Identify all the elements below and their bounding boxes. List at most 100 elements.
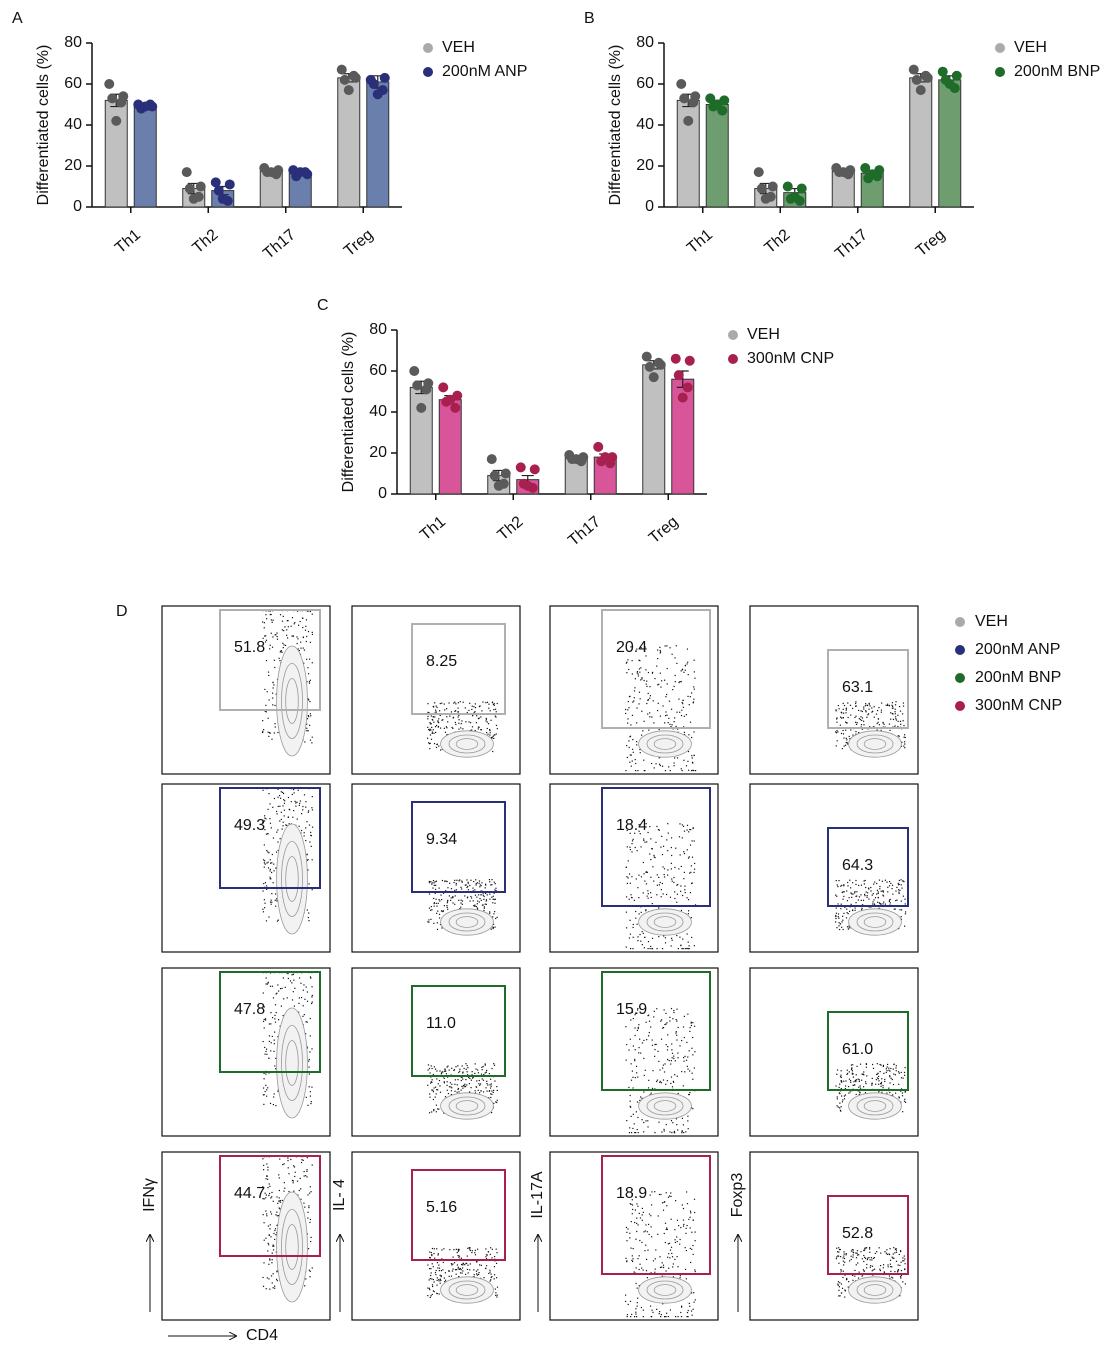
event-dot bbox=[676, 1019, 677, 1020]
event-dot bbox=[634, 900, 635, 901]
event-dot bbox=[427, 1295, 428, 1296]
event-dot bbox=[435, 1274, 436, 1275]
event-dot bbox=[887, 705, 888, 706]
event-dot bbox=[868, 888, 869, 889]
event-dot bbox=[889, 1275, 890, 1276]
event-dot bbox=[660, 1021, 661, 1022]
event-dot bbox=[446, 1073, 447, 1074]
event-dot bbox=[669, 1195, 670, 1196]
event-dot bbox=[662, 883, 663, 884]
event-dot bbox=[855, 880, 856, 881]
event-dot bbox=[267, 809, 268, 810]
event-dot bbox=[687, 948, 688, 949]
event-dot bbox=[840, 1075, 841, 1076]
event-dot bbox=[276, 993, 277, 994]
event-dot bbox=[672, 1256, 673, 1257]
event-dot bbox=[886, 1068, 887, 1069]
event-dot bbox=[490, 1097, 491, 1098]
event-dot bbox=[312, 1001, 313, 1002]
event-dot bbox=[630, 883, 631, 884]
event-dot bbox=[888, 1068, 889, 1069]
event-dot bbox=[835, 1085, 836, 1086]
event-dot bbox=[901, 1072, 902, 1073]
event-dot bbox=[836, 732, 837, 733]
flow-plot: 64.3 bbox=[750, 784, 918, 952]
y-tick-label: 40 bbox=[64, 116, 82, 133]
event-dot bbox=[895, 716, 896, 717]
event-dot bbox=[491, 1277, 492, 1278]
event-dot bbox=[287, 997, 288, 998]
data-point bbox=[225, 179, 235, 189]
event-dot bbox=[629, 937, 630, 938]
event-dot bbox=[479, 1092, 480, 1093]
event-dot bbox=[482, 1069, 483, 1070]
event-dot bbox=[863, 1255, 864, 1256]
event-dot bbox=[445, 1280, 446, 1281]
event-dot bbox=[841, 927, 842, 928]
event-dot bbox=[626, 867, 627, 868]
event-dot bbox=[310, 1241, 311, 1242]
event-dot bbox=[479, 901, 480, 902]
event-dot bbox=[634, 1222, 635, 1223]
event-dot bbox=[449, 1249, 450, 1250]
event-dot bbox=[486, 904, 487, 905]
event-dot bbox=[690, 1248, 691, 1249]
event-dot bbox=[479, 706, 480, 707]
event-dot bbox=[644, 842, 645, 843]
event-dot bbox=[305, 630, 306, 631]
event-dot bbox=[858, 1087, 859, 1088]
event-dot bbox=[308, 1061, 309, 1062]
event-dot bbox=[895, 890, 896, 891]
event-dot bbox=[648, 898, 649, 899]
event-dot bbox=[879, 888, 880, 889]
event-dot bbox=[274, 1288, 275, 1289]
event-dot bbox=[427, 716, 428, 717]
event-dot bbox=[640, 698, 641, 699]
event-dot bbox=[280, 651, 281, 652]
event-dot bbox=[846, 917, 847, 918]
event-dot bbox=[302, 809, 303, 810]
event-dot bbox=[273, 997, 274, 998]
event-dot bbox=[884, 1079, 885, 1080]
event-dot bbox=[268, 793, 269, 794]
event-dot bbox=[444, 703, 445, 704]
event-dot bbox=[694, 1067, 695, 1068]
event-dot bbox=[275, 1068, 276, 1069]
legend-marker bbox=[955, 645, 965, 655]
event-dot bbox=[264, 815, 265, 816]
event-dot bbox=[893, 1084, 894, 1085]
event-dot bbox=[282, 643, 283, 644]
event-dot bbox=[272, 1282, 273, 1283]
event-dot bbox=[272, 647, 273, 648]
event-dot bbox=[889, 901, 890, 902]
event-dot bbox=[666, 894, 667, 895]
event-dot bbox=[661, 1019, 662, 1020]
event-dot bbox=[838, 705, 839, 706]
event-dot bbox=[310, 1018, 311, 1019]
event-dot bbox=[451, 1068, 452, 1069]
event-dot bbox=[636, 1203, 637, 1204]
event-dot bbox=[650, 892, 651, 893]
event-dot bbox=[461, 1269, 462, 1270]
event-dot bbox=[637, 1206, 638, 1207]
gate-percentage: 63.1 bbox=[842, 679, 873, 696]
event-dot bbox=[844, 907, 845, 908]
event-dot bbox=[458, 716, 459, 717]
event-dot bbox=[837, 884, 838, 885]
event-dot bbox=[856, 1257, 857, 1258]
event-dot bbox=[489, 894, 490, 895]
event-dot bbox=[457, 1089, 458, 1090]
event-dot bbox=[266, 1213, 267, 1214]
event-dot bbox=[863, 1074, 864, 1075]
event-dot bbox=[437, 744, 438, 745]
event-dot bbox=[653, 1016, 654, 1017]
event-dot bbox=[488, 1251, 489, 1252]
event-dot bbox=[486, 732, 487, 733]
event-dot bbox=[901, 1077, 902, 1078]
event-dot bbox=[436, 725, 437, 726]
event-dot bbox=[692, 770, 693, 771]
event-dot bbox=[430, 1082, 431, 1083]
event-dot bbox=[264, 1019, 265, 1020]
event-dot bbox=[478, 726, 479, 727]
event-dot bbox=[869, 705, 870, 706]
